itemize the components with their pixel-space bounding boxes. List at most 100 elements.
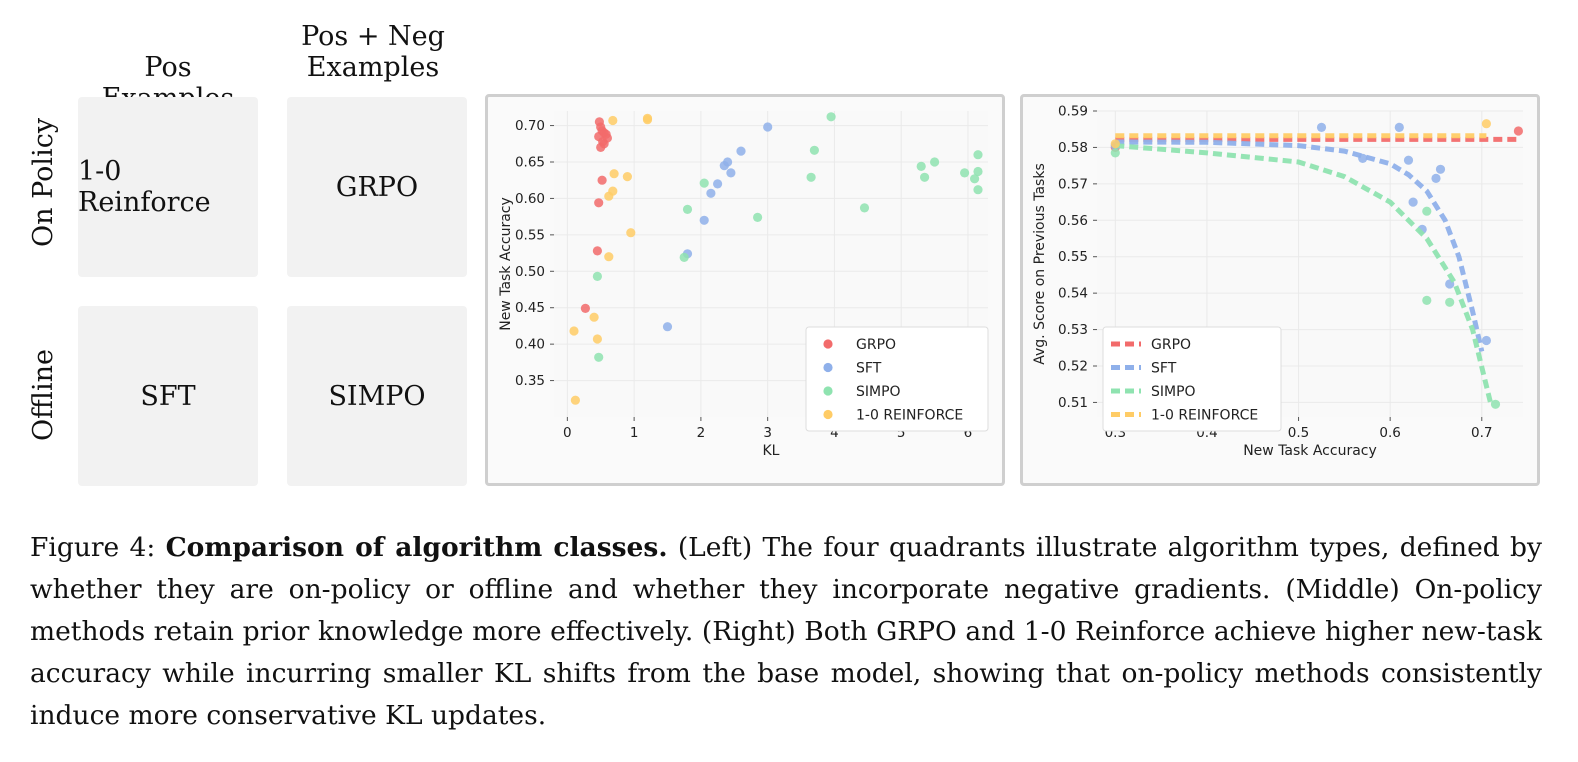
data-point-grpo (592, 246, 602, 256)
data-point-sft (706, 188, 716, 198)
figure-caption: Figure 4: Comparison of algorithm classe… (30, 527, 1542, 737)
legend-box (1102, 326, 1282, 432)
series-line-sft (1115, 139, 1485, 352)
x-tick-label: 4 (830, 425, 839, 441)
quadrant-simpo: SIMPO (287, 306, 467, 486)
data-point-simpo (699, 178, 709, 188)
legend-label: GRPO (1151, 337, 1191, 353)
legend-marker (823, 386, 833, 396)
data-point-simpo (1445, 297, 1455, 307)
data-point-1-0-reinforce (570, 395, 580, 405)
data-point-simpo (973, 150, 983, 160)
data-point-simpo (1110, 148, 1120, 158)
data-point-sft (1403, 155, 1414, 165)
data-point-simpo (682, 204, 693, 214)
data-point-sft (1435, 164, 1446, 174)
kl-scatter-chart: 0 1 2 3 4 5 6 0.35 0.40 0.45 0.50 0.55 0.60 0.65 0.70 K… (498, 111, 989, 459)
x-tick-label: 0.7 (1471, 425, 1492, 441)
data-point-simpo (753, 212, 763, 222)
legend-marker (823, 339, 833, 349)
data-point-sft (662, 322, 673, 332)
data-point-sft (1394, 122, 1404, 132)
y-tick-label: 0.53 (1058, 322, 1088, 338)
legend-label: SFT (856, 361, 882, 377)
y-tick-label: 0.50 (515, 264, 545, 280)
legend-label: GRPO (856, 337, 896, 353)
data-point-sft (719, 161, 729, 171)
data-point-simpo (973, 166, 983, 177)
data-point-1-0-reinforce (1110, 139, 1120, 149)
y-axis-label: Avg. Score on Previous Tasks (1032, 163, 1048, 365)
y-tick-label: 0.70 (515, 118, 545, 134)
retention-panel: 0.3 0.4 0.5 0.6 0.7 0.51 0.52 0.53 0.54 0.55 0.56 0… (1020, 94, 1540, 486)
caption-title: Comparison of algorithm classes. (165, 532, 668, 563)
data-point-sft (1316, 122, 1327, 132)
kl-scatter-panel: 0 1 2 3 4 5 6 0.35 0.40 0.45 0.50 0.55 0.60 0.65 0.70 K… (485, 94, 1005, 486)
data-point-simpo (594, 352, 604, 362)
y-tick-label: 0.56 (1058, 213, 1088, 229)
row-header-offline: Offline (28, 349, 59, 441)
data-point-1-0-reinforce (626, 228, 636, 238)
caption-text: (Left) The four quadrants illustrate alg… (30, 532, 1542, 731)
data-point-1-0-reinforce (642, 115, 653, 125)
data-point-simpo (592, 271, 602, 281)
data-point-1-0-reinforce (592, 334, 602, 344)
data-point-simpo (960, 168, 970, 178)
data-point-simpo (973, 185, 983, 195)
retention-chart: 0.3 0.4 0.5 0.6 0.70.510.520.530.540.550.560… (1032, 104, 1523, 459)
legend-label: 1-0 REINFORCE (856, 408, 963, 424)
legend-marker (823, 409, 833, 420)
data-point-simpo (1422, 206, 1432, 216)
column-header-posneg-line2: Examples (306, 52, 440, 83)
x-axis-label: New Task Accuracy (1243, 443, 1377, 459)
data-point-grpo (1513, 126, 1523, 136)
column-header-posneg-line1: Pos + Neg (301, 21, 445, 52)
data-point-sft (699, 215, 709, 225)
data-point-grpo (594, 198, 604, 208)
quadrant-sft: SFT (78, 306, 258, 486)
data-point-simpo (970, 174, 980, 184)
y-tick-label: 0.58 (1058, 140, 1088, 156)
quadrant-grpo: GRPO (287, 97, 467, 277)
legend-box (805, 326, 989, 432)
data-point-sft (1481, 335, 1491, 346)
legend-marker (823, 362, 833, 373)
y-tick-label: 0.45 (515, 300, 545, 316)
y-tick-label: 0.52 (1058, 359, 1088, 375)
y-tick-label: 0.35 (515, 373, 545, 389)
data-point-grpo (597, 175, 607, 185)
data-point-simpo (809, 145, 819, 155)
data-point-1-0-reinforce (604, 252, 614, 262)
row-header-on-policy: On Policy (28, 117, 59, 247)
y-tick-label: 0.60 (515, 191, 545, 207)
y-tick-label: 0.65 (515, 155, 545, 171)
data-point-simpo (1490, 399, 1501, 409)
data-point-simpo (930, 157, 940, 167)
data-point-1-0-reinforce (609, 169, 619, 179)
data-point-1-0-reinforce (608, 115, 618, 126)
data-point-sft (1358, 153, 1368, 163)
data-point-simpo (916, 161, 926, 171)
data-point-sft (763, 122, 773, 132)
legend-label: SFT (1151, 361, 1177, 377)
y-tick-label: 0.51 (1058, 395, 1088, 411)
data-point-simpo (1422, 295, 1432, 305)
legend-label: SIMPO (856, 384, 901, 400)
data-point-1-0-reinforce (622, 172, 632, 182)
data-point-1-0-reinforce (569, 326, 579, 336)
data-point-sft (1408, 197, 1418, 207)
quadrant-1-0-reinforce: 1-0 Reinforce (78, 97, 258, 277)
x-tick-label: 1 (630, 425, 639, 441)
data-point-grpo (599, 139, 609, 149)
data-point-1-0-reinforce (589, 312, 599, 322)
x-tick-label: 6 (964, 425, 973, 441)
data-point-grpo (580, 303, 590, 313)
data-point-sft (713, 179, 723, 189)
data-point-simpo (806, 172, 816, 182)
data-point-simpo (859, 203, 870, 213)
y-tick-label: 0.40 (515, 337, 545, 353)
legend-label: SIMPO (1151, 384, 1196, 400)
series-line-simpo (1115, 143, 1494, 405)
caption-label: Figure 4: (30, 532, 156, 563)
data-point-1-0-reinforce (1481, 119, 1491, 129)
